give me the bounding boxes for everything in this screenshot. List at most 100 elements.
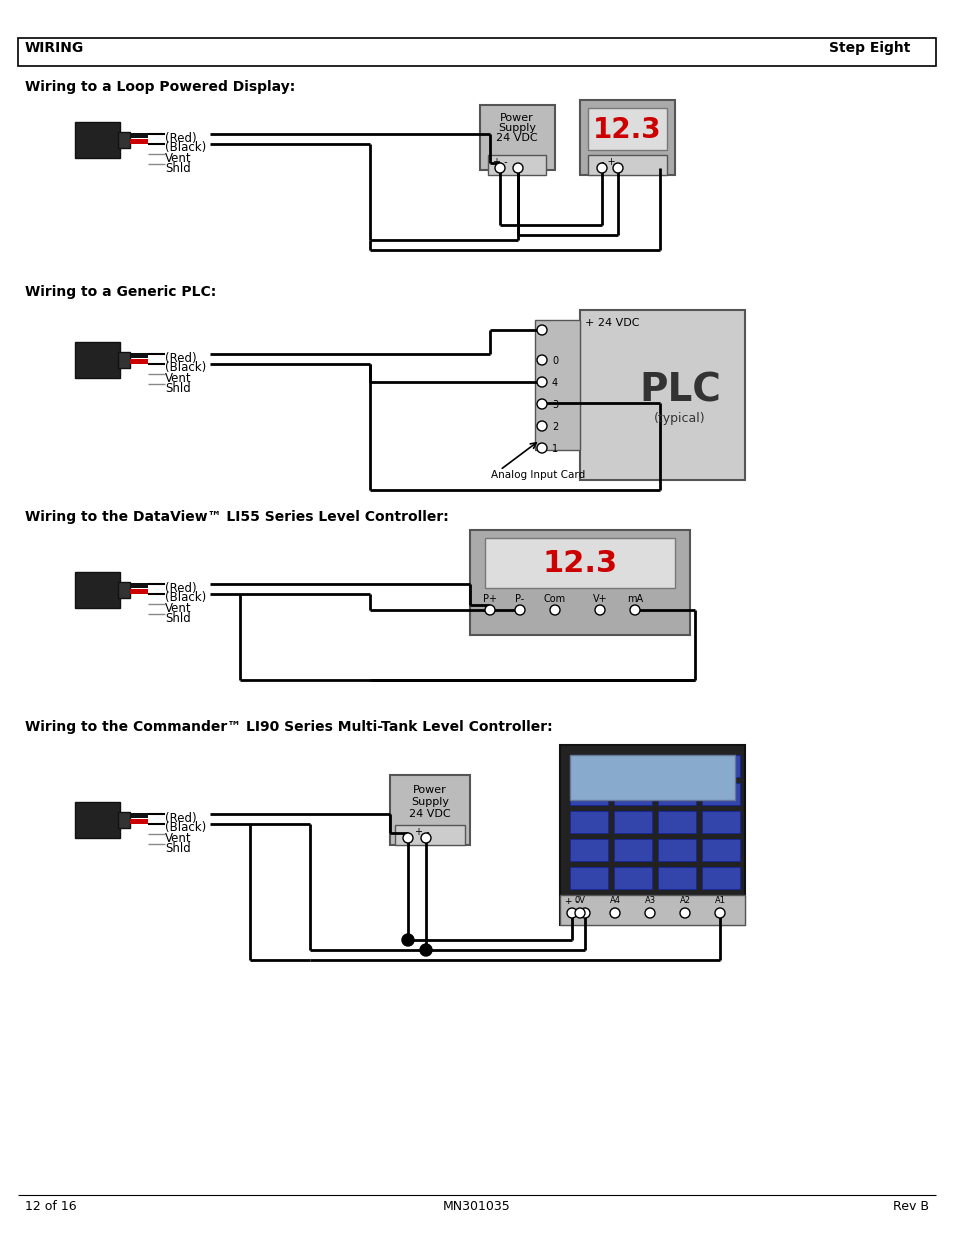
Bar xyxy=(395,825,464,845)
Text: (Red): (Red) xyxy=(165,352,196,366)
Bar xyxy=(658,783,696,805)
Bar xyxy=(118,811,130,827)
Bar xyxy=(701,755,740,777)
Circle shape xyxy=(629,605,639,615)
Text: 1: 1 xyxy=(552,445,558,454)
Bar xyxy=(75,342,120,378)
Bar xyxy=(118,132,130,148)
Bar xyxy=(569,755,734,800)
Bar xyxy=(614,783,651,805)
Bar xyxy=(484,538,675,588)
Text: Shld: Shld xyxy=(165,382,191,395)
Circle shape xyxy=(420,832,431,844)
Bar xyxy=(614,839,651,861)
Bar xyxy=(130,813,148,818)
Text: (Black): (Black) xyxy=(165,592,206,604)
Text: + -: + - xyxy=(564,897,578,906)
Text: (Red): (Red) xyxy=(165,582,196,595)
Text: (typical): (typical) xyxy=(654,411,705,425)
Bar xyxy=(390,776,470,845)
Circle shape xyxy=(714,908,724,918)
Text: P-: P- xyxy=(515,594,524,604)
Circle shape xyxy=(550,605,559,615)
Text: (Red): (Red) xyxy=(165,132,196,144)
Bar xyxy=(130,140,148,144)
Bar xyxy=(470,530,689,635)
Text: Power: Power xyxy=(413,785,446,795)
Circle shape xyxy=(597,163,606,173)
Text: + -: + - xyxy=(492,157,507,167)
Text: P+: P+ xyxy=(482,594,497,604)
Text: Shld: Shld xyxy=(165,162,191,175)
Bar xyxy=(614,867,651,889)
Text: (Black): (Black) xyxy=(165,141,206,154)
Bar xyxy=(535,320,579,450)
Bar xyxy=(658,839,696,861)
Bar xyxy=(579,100,675,175)
Circle shape xyxy=(613,163,622,173)
Bar xyxy=(559,895,744,925)
Text: Step Eight: Step Eight xyxy=(828,41,909,56)
Text: Wiring to the DataView™ LI55 Series Level Controller:: Wiring to the DataView™ LI55 Series Leve… xyxy=(25,510,448,524)
Circle shape xyxy=(537,443,546,453)
Circle shape xyxy=(515,605,524,615)
Bar xyxy=(701,867,740,889)
Bar xyxy=(479,105,555,170)
Text: 0V: 0V xyxy=(575,897,585,905)
Bar xyxy=(130,583,148,588)
Text: + 24 VDC: + 24 VDC xyxy=(584,317,639,329)
Bar xyxy=(614,755,651,777)
Text: A1: A1 xyxy=(714,897,725,905)
Text: Vent: Vent xyxy=(165,152,192,165)
Circle shape xyxy=(537,325,546,335)
Text: Wiring to a Loop Powered Display:: Wiring to a Loop Powered Display: xyxy=(25,80,294,94)
Bar xyxy=(75,802,120,839)
Text: Wiring to a Generic PLC:: Wiring to a Generic PLC: xyxy=(25,285,216,299)
Text: - +: - + xyxy=(600,157,615,167)
Text: Rev B: Rev B xyxy=(892,1200,928,1213)
Text: 0: 0 xyxy=(552,356,558,366)
Text: 12.3: 12.3 xyxy=(592,116,660,144)
Text: 3: 3 xyxy=(552,400,558,410)
Bar xyxy=(569,755,607,777)
Text: 12 of 16: 12 of 16 xyxy=(25,1200,76,1213)
Text: Shld: Shld xyxy=(165,613,191,625)
Text: A3: A3 xyxy=(644,897,656,905)
Bar xyxy=(701,839,740,861)
Circle shape xyxy=(537,399,546,409)
Bar xyxy=(569,783,607,805)
Circle shape xyxy=(495,163,504,173)
Circle shape xyxy=(644,908,655,918)
Text: Vent: Vent xyxy=(165,372,192,385)
Circle shape xyxy=(419,944,432,956)
Circle shape xyxy=(484,605,495,615)
Bar xyxy=(75,572,120,608)
Text: Vent: Vent xyxy=(165,832,192,845)
Bar xyxy=(658,755,696,777)
Bar xyxy=(18,38,935,65)
Bar xyxy=(658,811,696,832)
Text: (Red): (Red) xyxy=(165,811,196,825)
Text: Supply: Supply xyxy=(497,124,536,133)
Text: 24 VDC: 24 VDC xyxy=(409,809,451,819)
Text: 24 VDC: 24 VDC xyxy=(496,133,537,143)
Bar xyxy=(488,156,545,175)
Bar xyxy=(701,783,740,805)
Text: 4: 4 xyxy=(552,378,558,388)
Text: WIRING: WIRING xyxy=(25,41,84,56)
Bar xyxy=(130,133,148,138)
Text: Com: Com xyxy=(543,594,565,604)
Circle shape xyxy=(402,832,413,844)
Bar xyxy=(569,839,607,861)
Bar xyxy=(587,156,666,175)
Text: (Black): (Black) xyxy=(165,821,206,834)
Text: Vent: Vent xyxy=(165,601,192,615)
Text: 2: 2 xyxy=(552,422,558,432)
Bar xyxy=(130,353,148,358)
Bar xyxy=(75,122,120,158)
Circle shape xyxy=(537,377,546,387)
Bar xyxy=(569,867,607,889)
Bar xyxy=(130,589,148,594)
Text: A2: A2 xyxy=(679,897,690,905)
Circle shape xyxy=(609,908,619,918)
